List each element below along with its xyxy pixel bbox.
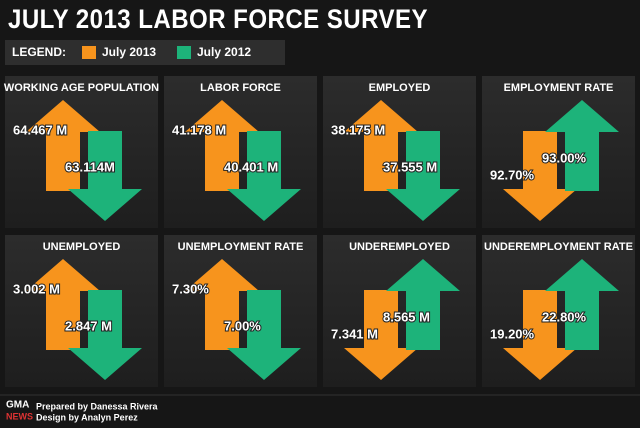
legend-swatch [82,46,96,59]
value-label: 8.565 M [383,309,430,324]
credit-design: Design by Analyn Perez [36,412,138,422]
legend-text: July 2013 [102,45,156,59]
panel-title: WORKING AGE POPULATION [4,82,159,94]
panel [323,76,476,228]
arrow-up [185,259,259,350]
panel-title: UNEMPLOYMENT RATE [178,241,304,253]
arrow-up [26,259,100,350]
value-label: 2.847 M [65,318,112,333]
arrow-down [344,290,418,380]
value-label: 38.175 M [331,122,385,137]
arrow-down [68,290,142,380]
arrow-down [227,290,301,380]
panel-title: UNDEREMPLOYMENT RATE [484,241,633,253]
value-label: 3.002 M [13,281,60,296]
legend-swatch [177,46,191,59]
legend-box [5,40,285,65]
arrow-down [386,131,460,221]
arrow-up [26,100,100,191]
panel-title: EMPLOYMENT RATE [504,82,614,94]
arrow-down [227,131,301,221]
logo-top: GMA [6,400,29,411]
arrow-down [503,131,577,221]
value-label: 63.114M [65,159,115,174]
panel [5,76,158,228]
panel [164,235,317,387]
arrow-up [185,100,259,191]
credit-prepared: Prepared by Danessa Rivera [36,401,159,411]
arrow-up [386,259,460,350]
value-label: 92.70% [490,167,535,182]
value-label: 41.178 M [172,122,226,137]
arrow-up [545,100,619,191]
value-label: 93.00% [542,150,587,165]
value-label: 7.00% [224,318,261,333]
value-label: 37.555 M [383,159,437,174]
arrow-down [68,131,142,221]
panel-title: LABOR FORCE [200,82,281,94]
arrow-down [503,290,577,380]
logo-bottom: NEWS [6,411,33,421]
value-label: 7.30% [172,281,209,296]
panel-title: UNDEREMPLOYED [349,241,450,253]
legend-text: July 2012 [197,45,251,59]
value-label: 19.20% [490,326,535,341]
value-label: 7.341 M [331,326,378,341]
value-label: 22.80% [542,309,587,324]
arrow-up [344,100,418,191]
arrow-up [545,259,619,350]
panel [5,235,158,387]
legend-label: LEGEND: [12,45,66,59]
title: JULY 2013 LABOR FORCE SURVEY [8,4,428,34]
panel [164,76,317,228]
value-label: 40.401 M [224,159,278,174]
panel-title: UNEMPLOYED [43,241,121,253]
value-label: 64.467 M [13,122,67,137]
panel-title: EMPLOYED [369,82,431,94]
